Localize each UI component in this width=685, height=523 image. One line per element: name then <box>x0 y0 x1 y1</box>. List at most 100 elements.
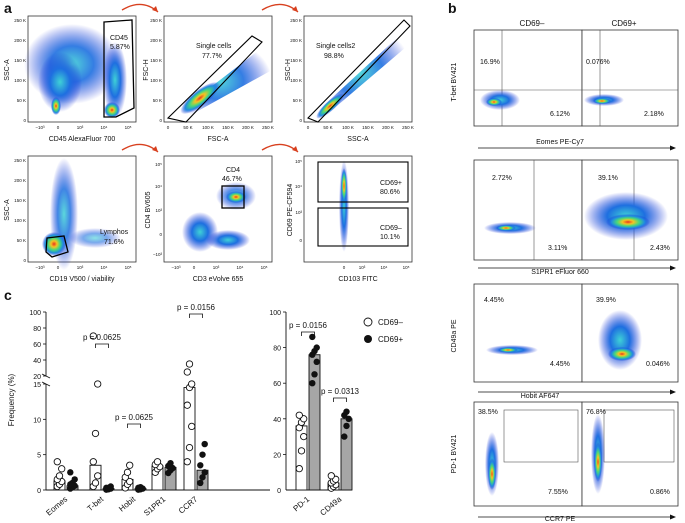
y-axis-label: SSC-A <box>4 199 11 221</box>
y-tick-label: 10 <box>33 417 41 424</box>
x-tick: 100 K <box>342 125 354 130</box>
x-tick: 50 K <box>323 125 332 130</box>
y-tick: 150 K <box>14 58 26 63</box>
gate-percent: 77.7% <box>202 53 222 60</box>
significance-bracket <box>333 397 347 402</box>
x-tick: 0 <box>343 265 346 270</box>
gate-percent: 6.12% <box>550 111 570 118</box>
panel-b: CD69– CD69+ T-bet BV421 Eomes PE-Cy7 16.… <box>451 19 679 523</box>
x-tick: 250 K <box>402 125 414 130</box>
data-point-minus <box>94 472 102 480</box>
legend-marker-minus <box>363 317 373 327</box>
data-point-plus <box>167 459 174 467</box>
data-point-plus <box>309 380 316 387</box>
legend-label-minus: CD69– <box>378 318 403 327</box>
y-tick-label-right: 0 <box>277 488 281 495</box>
facs-plot-cd69: CD69 PE-CF594 CD103 FITC CD69+ 80.6% CD6… <box>287 155 413 283</box>
data-point-minus <box>327 472 335 480</box>
data-point-minus <box>126 477 134 486</box>
data-point-plus <box>341 433 348 440</box>
category-label: Hobit <box>117 494 138 513</box>
x-tick: −10³ <box>35 125 45 130</box>
data-point-minus <box>123 468 132 476</box>
data-point-minus <box>91 479 100 487</box>
significance-bracket <box>189 313 203 318</box>
y-tick-label: 20 <box>33 374 41 381</box>
data-point-minus <box>153 458 162 466</box>
data-point-minus <box>188 422 196 431</box>
y-axis-label: CD49a PE <box>451 319 458 352</box>
y-tick: 10⁵ <box>155 162 162 167</box>
p-value-label: p = 0.0156 <box>177 303 216 312</box>
data-point-plus <box>137 483 144 491</box>
legend-marker-plus <box>364 335 372 343</box>
facs-plot-cd45: SSC-A CD45 AlexaFluor 700 CD45 5.87% −10… <box>4 15 137 143</box>
arrow-head <box>292 6 298 12</box>
y-tick: 250 K <box>14 18 26 23</box>
gate-percent: 38.5% <box>478 409 498 416</box>
x-tick: 0 <box>167 125 170 130</box>
y-tick-label: 5 <box>37 453 41 460</box>
y-axis-label: PD-1 BV421 <box>451 434 458 473</box>
p-value-label: p = 0.0313 <box>321 387 360 396</box>
x-tick: 10³ <box>77 125 84 130</box>
gate-name: Single cells <box>196 43 232 50</box>
chart-points <box>53 332 352 493</box>
gate-name: CD45 <box>110 35 128 42</box>
data-point-minus <box>295 411 303 419</box>
y-tick-label-right: 20 <box>273 452 281 459</box>
x-ticks: 0 10³ 10⁴ 10⁵ <box>343 265 410 270</box>
data-point-plus <box>199 451 206 458</box>
x-axis-label: Eomes PE-Cy7 <box>536 139 584 146</box>
y-axis-label: SSC-A <box>4 59 11 81</box>
y-tick: 0 <box>23 258 26 263</box>
y-tick-label: 60 <box>33 342 41 349</box>
data-point-plus <box>67 469 74 476</box>
facs-plot-lymphos: SSC-A CD19 V500 / viability Lymphos 71.6… <box>4 155 137 283</box>
y-tick: 10⁴ <box>155 184 162 189</box>
data-point-plus <box>201 440 208 448</box>
x-tick: 10⁵ <box>261 265 268 270</box>
category-label: T-bet <box>86 494 106 513</box>
y-tick: 0 <box>23 118 26 123</box>
data-point-plus <box>311 371 318 378</box>
gate-name: CD69+ <box>380 180 402 187</box>
x-axis-label: CD3 eVolve 655 <box>193 276 244 283</box>
gate-percent: 3.11% <box>548 245 567 252</box>
x-tick: 10⁴ <box>101 265 108 270</box>
y-tick: 200 K <box>14 38 26 43</box>
data-point-minus <box>183 368 191 376</box>
data-point-minus <box>89 332 97 340</box>
data-point-minus <box>297 447 306 455</box>
y-tick: 50 K <box>17 238 26 243</box>
x-tick: 200 K <box>382 125 394 130</box>
y-tick: −10³ <box>153 252 163 257</box>
gate-percent: 39.9% <box>596 297 616 304</box>
x-tick: 200 K <box>242 125 254 130</box>
gate-name: CD4 <box>226 167 240 174</box>
y-ticks: 250 K 200 K 150 K 100 K 50 K 0 <box>14 158 26 263</box>
data-point-minus <box>300 432 308 441</box>
x-tick: 0 <box>193 265 196 270</box>
gate-percent: 0.046% <box>646 361 670 368</box>
x-axis-label: CD19 V500 / viability <box>50 276 115 283</box>
category-label: Eomes <box>44 495 69 518</box>
y-tick: 250 K <box>14 158 26 163</box>
y-tick-label: 80 <box>33 326 41 333</box>
x-tick: 10³ <box>213 265 220 270</box>
x-axis-label: S1PR1 eFluor 660 <box>531 269 589 276</box>
p-value-label: p = 0.0156 <box>289 321 328 330</box>
x-axis-label: CCR7 PE <box>545 516 576 523</box>
x-tick: −10³ <box>35 265 45 270</box>
x-axis-label: SSC-A <box>347 136 369 143</box>
y-tick: 150 K <box>14 198 26 203</box>
y-tick-label: 100 <box>29 310 41 317</box>
gate-percent: 76.8% <box>586 409 606 416</box>
significance-bracket <box>127 423 141 428</box>
significance-bracket <box>95 343 109 348</box>
y-tick-label-right: 40 <box>273 417 281 424</box>
data-point-plus <box>345 415 352 422</box>
data-point-minus <box>188 380 196 388</box>
gating-arrow <box>121 3 159 13</box>
gate-percent: 2.43% <box>650 245 670 252</box>
